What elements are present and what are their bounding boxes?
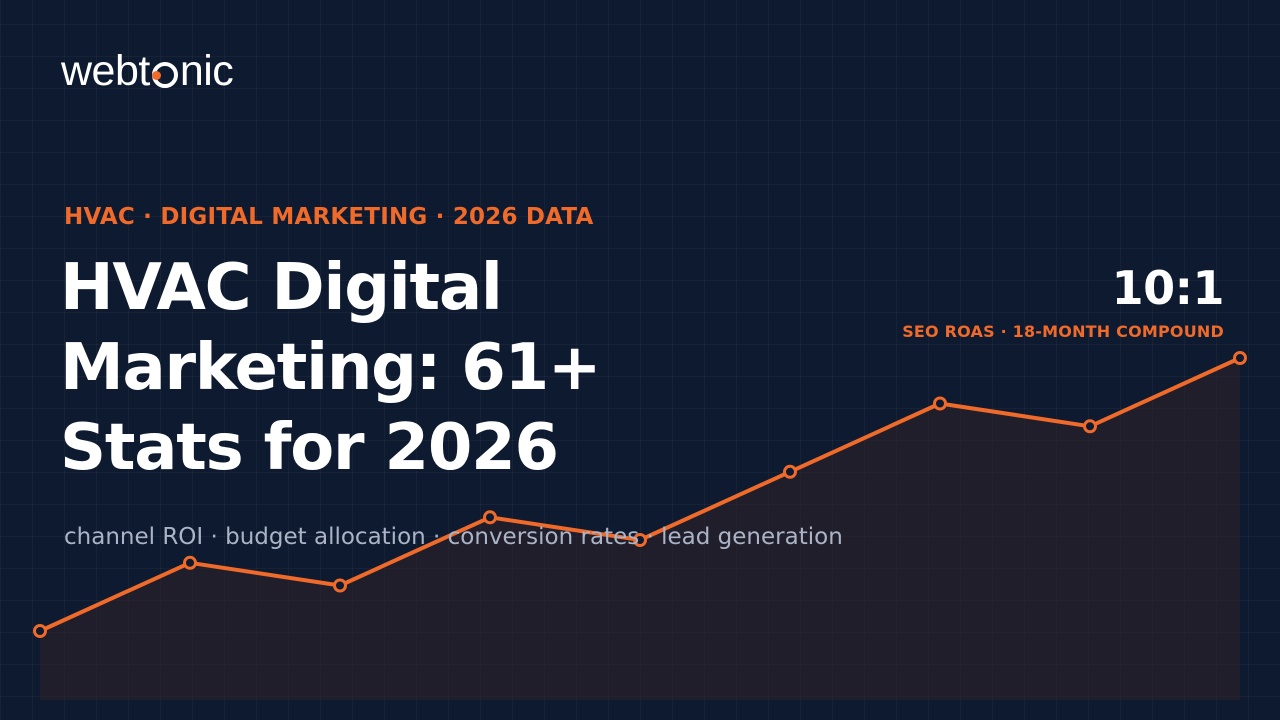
highlight-stat: 10:1 SEO ROAS · 18-MONTH COMPOUND: [902, 258, 1224, 341]
chart-data-point: [483, 510, 497, 525]
chart-data-point: [1083, 419, 1097, 434]
chart-data-point: [1233, 351, 1247, 365]
chart-data-point: [783, 464, 797, 479]
brand-logo-text-end: nic: [179, 46, 234, 95]
category-kicker: HVAC · DIGITAL MARKETING · 2026 DATA: [64, 204, 594, 230]
chart-data-point: [183, 555, 197, 570]
brand-logo-dot-icon: [151, 62, 178, 88]
chart-area-fill: [40, 358, 1240, 700]
title-line: Marketing: 61+: [60, 331, 602, 405]
title-line: HVAC Digital: [60, 251, 503, 325]
chart-data-point: [33, 624, 47, 638]
brand-logo: webt nic: [61, 46, 234, 96]
chart-data-point: [633, 533, 647, 547]
stat-value: 10:1: [1111, 261, 1225, 315]
stat-label: SEO ROAS · 18-MONTH COMPOUND: [902, 322, 1224, 341]
title-line: Stats for 2026: [60, 411, 559, 485]
page-title: HVAC Digital Marketing: 61+ Stats for 20…: [60, 248, 680, 488]
chart-data-point: [333, 578, 347, 593]
brand-logo-text-start: webt: [61, 46, 150, 95]
chart-data-point: [933, 396, 947, 411]
topic-subtitle: channel ROI · budget allocation · conver…: [64, 524, 843, 550]
